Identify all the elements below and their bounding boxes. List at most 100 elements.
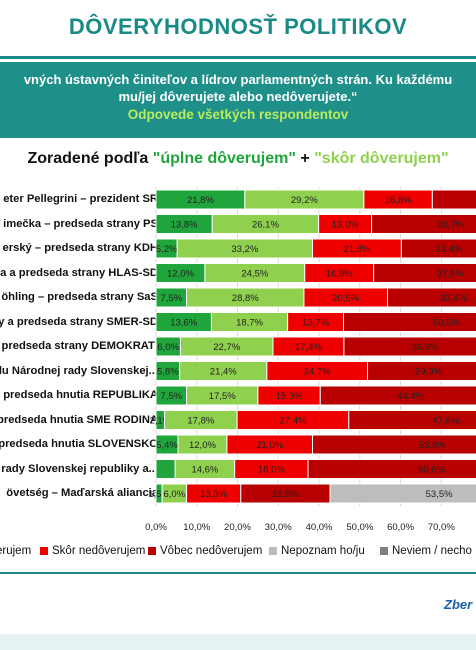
data-label: 6,0%	[164, 489, 186, 500]
sort-title-plus: +	[295, 150, 315, 167]
data-label: 20,5%	[332, 293, 359, 304]
category-label: y a predseda strany SMER-SD	[0, 315, 158, 328]
data-label: 24,5%	[241, 269, 268, 280]
question-line-2: mu/jej dôverujete alebo nedôverujete.“	[118, 89, 358, 104]
legend-swatch	[40, 546, 48, 555]
data-label: 21,8%	[343, 244, 370, 255]
data-label: 16,9%	[326, 269, 353, 280]
x-tick-label: 30,0%	[264, 522, 292, 533]
bar-segment	[312, 434, 476, 455]
data-label: 28,8%	[232, 293, 259, 304]
data-label: 17,4%	[295, 342, 322, 353]
title-underline	[0, 56, 476, 59]
data-label: 5,4%	[156, 440, 178, 451]
data-label: 17,5%	[209, 391, 236, 402]
data-label: 13,7%	[302, 318, 329, 329]
data-label: 39,9%	[412, 342, 439, 353]
title-bar: DÔVERYHODNOSŤ POLITIKOV	[0, 0, 476, 62]
data-label: 50,5%	[433, 318, 460, 329]
bar-segment	[329, 483, 476, 504]
data-label: 5,2%	[156, 244, 178, 255]
data-label: 18,7%	[236, 318, 263, 329]
x-tick-label: 70,0%	[427, 522, 455, 533]
bar-segment	[343, 336, 476, 357]
category-label: erský – predseda strany KDH	[2, 242, 158, 254]
data-label: 37,5%	[437, 269, 464, 280]
legend-item: erujem	[0, 545, 31, 557]
data-label: 2,1%	[149, 416, 171, 427]
legend-swatch	[269, 546, 277, 555]
data-label: 21,0%	[256, 440, 283, 451]
data-label: 12,0%	[189, 440, 216, 451]
bar-segment	[348, 410, 476, 430]
data-label: 13,8%	[171, 220, 198, 231]
sort-title: Zoradené podľa "úplne dôverujem" + "skôr…	[0, 150, 476, 168]
bar-segment	[319, 385, 476, 406]
legend: erujem Skôr nedôverujem Vôbec nedôverujem N…	[0, 545, 476, 561]
data-label: 13,3%	[200, 489, 227, 500]
data-label: 27,4%	[279, 416, 306, 427]
category-label: predseda hnutia REPUBLIKA	[3, 389, 158, 401]
question-line-1: vných ústavných činiteľov a lídrov parla…	[23, 72, 453, 87]
category-label: j rady Slovenskej republiky a...	[0, 462, 158, 475]
data-label: 38,7%	[437, 220, 464, 231]
data-label: 7,5%	[160, 293, 182, 304]
category-label: imečka – predseda strany PS	[3, 217, 158, 230]
data-label: 21,4%	[210, 367, 237, 378]
bar-segment	[400, 238, 476, 259]
data-label: 17,8%	[187, 416, 214, 427]
bar-segment	[342, 312, 476, 332]
bar-segment	[307, 459, 476, 479]
data-label: 15,3%	[276, 391, 303, 402]
data-label: 24,7%	[304, 367, 331, 378]
legend-label: Skôr nedôverujem	[52, 545, 146, 557]
category-label: eter Pellegrini – prezident SR	[3, 193, 158, 205]
sort-title-term2: "skôr dôverujem"	[314, 150, 449, 167]
footer-divider	[0, 572, 476, 574]
data-label: 5,8%	[157, 367, 179, 378]
bar-segment	[431, 189, 476, 210]
sort-title-term1: "úplne dôverujem"	[152, 150, 296, 167]
data-label: 60,6%	[418, 465, 445, 476]
legend-label: Vôbec nedôverujem	[160, 545, 263, 557]
data-label: 6,0%	[157, 342, 179, 353]
question-banner: vných ústavných činiteľov a lídrov parla…	[0, 62, 476, 138]
x-tick-label: 60,0%	[387, 522, 415, 533]
data-label: 13,6%	[170, 318, 197, 329]
x-tick-label: 20,0%	[224, 522, 251, 533]
footer-band	[0, 634, 476, 650]
x-tick-label: 40,0%	[305, 522, 333, 533]
category-label: övetség – Maďarská aliancia	[6, 487, 158, 499]
legend-swatch	[148, 546, 156, 555]
category-label: öhling – predseda strany SaS	[1, 291, 158, 303]
legend-label: Nepoznam ho/ju	[281, 545, 365, 557]
legend-item: Neviem / necho	[380, 545, 472, 557]
data-label: 29,2%	[291, 195, 318, 206]
category-label: predseda strany DEMOKRATI	[1, 340, 158, 352]
data-label: 16,8%	[385, 195, 412, 206]
page-title: DÔVERYHODNOSŤ POLITIKOV	[68, 14, 408, 39]
legend-label: erujem	[0, 545, 32, 557]
data-label: 32,4%	[440, 293, 467, 304]
data-label: 1,5%	[148, 489, 170, 500]
legend-swatch	[380, 546, 388, 555]
bar-segment	[373, 263, 476, 283]
data-label: 33,2%	[231, 244, 258, 255]
data-label: 7,5%	[160, 391, 182, 402]
data-label: 21,9%	[272, 489, 299, 500]
bar-segment	[155, 459, 176, 479]
respondents-label: Odpovede všetkých respondentov	[127, 107, 349, 122]
sort-title-prefix: Zoradené podľa	[27, 150, 153, 167]
x-tick-label: 0,0%	[145, 522, 167, 533]
legend-item: Vôbec nedôverujem	[148, 545, 262, 557]
data-label: 18,0%	[258, 465, 285, 476]
data-label: 53,5%	[426, 489, 453, 500]
category-label: predseda hnutia SLOVENSKO	[0, 438, 158, 450]
bar-segment	[371, 214, 476, 234]
data-label: 58,8%	[419, 440, 446, 451]
category-label: a a predseda strany HLAS-SD	[0, 266, 158, 279]
data-label: 26,1%	[252, 220, 279, 231]
data-label: 21,8%	[187, 195, 214, 206]
data-label: 12,0%	[167, 269, 194, 280]
